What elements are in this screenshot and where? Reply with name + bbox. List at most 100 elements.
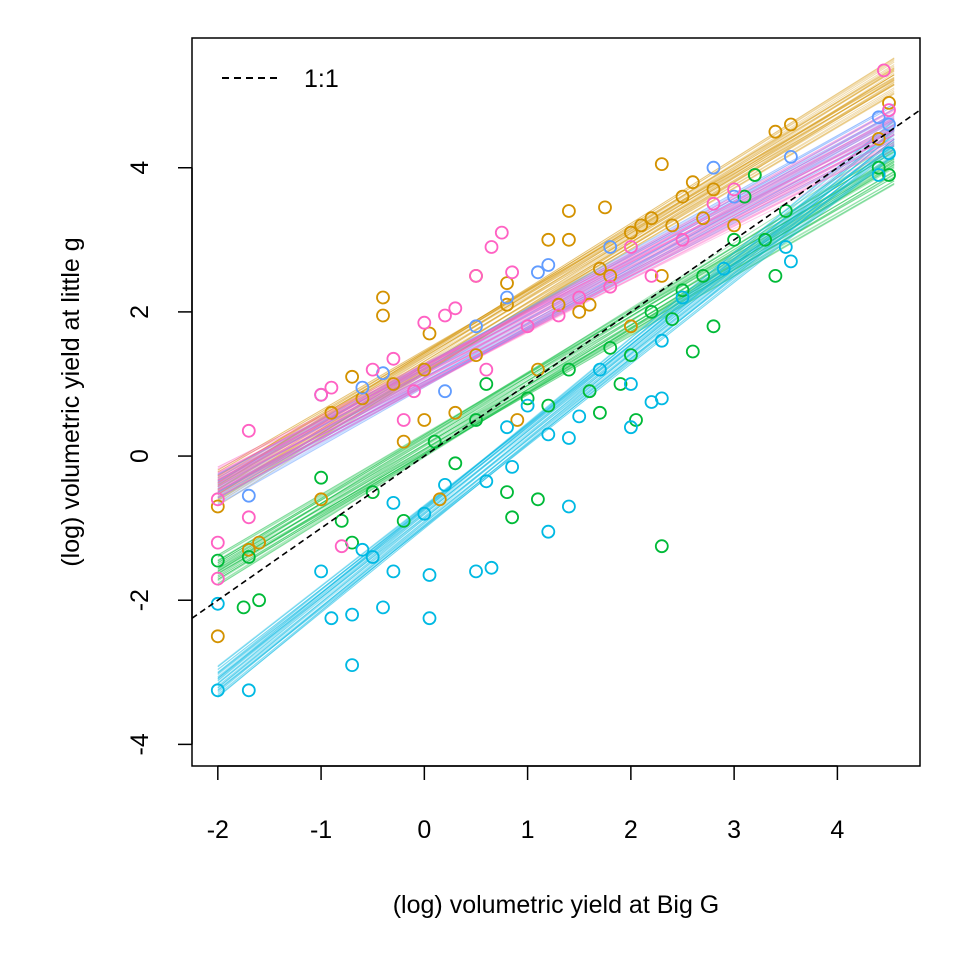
fit-line	[217, 155, 895, 691]
data-point	[624, 420, 638, 435]
fit-line	[217, 121, 895, 487]
fit-line	[217, 78, 895, 493]
data-point	[582, 384, 597, 399]
fit-line	[217, 155, 895, 567]
fit-line	[217, 128, 895, 496]
data-point	[396, 514, 411, 528]
fit-line	[217, 74, 895, 482]
fit-line	[217, 113, 895, 488]
fit-line	[217, 131, 895, 677]
fit-line	[217, 69, 895, 500]
data-point	[665, 218, 680, 233]
fit-line	[217, 171, 895, 575]
fit-line	[217, 114, 895, 478]
fit-line	[217, 160, 895, 584]
fit-line	[217, 122, 895, 684]
data-point	[479, 474, 494, 489]
data-point	[654, 268, 669, 283]
reference-line-layer	[192, 109, 920, 619]
fit-line	[217, 108, 895, 480]
fit-line	[217, 127, 895, 468]
data-point	[603, 340, 618, 355]
x-tick-label: -1	[310, 816, 332, 844]
reference-line	[192, 109, 920, 619]
fit-line	[217, 124, 895, 492]
fit-line	[217, 166, 895, 575]
data-point	[427, 434, 442, 449]
fit-line	[217, 130, 895, 474]
y-tick-label: 2	[126, 305, 154, 319]
fit-line	[217, 132, 895, 495]
x-tick-label: 1	[521, 816, 535, 844]
data-point	[624, 319, 638, 334]
fit-line	[217, 76, 895, 471]
fit-line	[217, 144, 895, 670]
fit-line	[217, 147, 895, 680]
data-point	[422, 326, 437, 341]
fit-line	[217, 129, 895, 487]
data-point	[438, 308, 452, 323]
fit-line	[217, 105, 895, 485]
fit-line	[217, 142, 895, 492]
fit-line	[217, 143, 895, 493]
data-point	[603, 279, 618, 294]
data-point	[768, 124, 783, 139]
fit-line	[217, 138, 895, 687]
data-point	[551, 308, 566, 323]
fit-line	[217, 157, 895, 556]
y-tick-label: -4	[126, 733, 154, 755]
data-point	[386, 351, 401, 366]
fit-line	[217, 74, 895, 507]
fit-line	[217, 143, 895, 491]
data-point	[603, 268, 618, 283]
data-point	[685, 344, 700, 359]
fit-line	[217, 108, 895, 484]
data-point	[438, 477, 452, 492]
data-point	[210, 492, 225, 507]
y-axis: -4 -2 0 2 4	[126, 161, 193, 756]
fit-line	[217, 140, 895, 668]
fit-line	[217, 145, 895, 695]
data-point	[877, 63, 891, 78]
data-point	[882, 96, 896, 110]
fit-line	[217, 115, 895, 476]
data-point	[603, 240, 618, 254]
data-point	[598, 200, 612, 215]
data-point	[241, 550, 256, 564]
fit-line	[217, 134, 895, 473]
fit-line	[217, 133, 895, 490]
data-point	[654, 391, 669, 406]
data-point	[422, 611, 437, 626]
fit-line	[217, 134, 895, 676]
fit-line	[217, 67, 895, 477]
data-point	[376, 290, 390, 305]
data-point	[593, 261, 607, 276]
fit-line	[217, 148, 895, 564]
data-point	[624, 377, 638, 391]
fit-line	[217, 113, 895, 475]
fit-line	[217, 81, 895, 497]
fit-line	[217, 119, 895, 506]
fit-line	[217, 145, 895, 698]
data-point	[500, 290, 514, 305]
fit-line	[217, 126, 895, 468]
fit-line	[217, 182, 895, 572]
data-point	[469, 564, 483, 579]
fit-line	[217, 155, 895, 581]
data-point	[582, 297, 597, 312]
data-point	[882, 146, 896, 161]
data-point	[500, 297, 514, 312]
fit-lines	[217, 57, 895, 698]
data-point	[572, 304, 587, 319]
data-point	[438, 384, 452, 399]
fit-line	[217, 70, 895, 483]
fit-line	[217, 139, 895, 667]
fit-line	[217, 140, 895, 671]
fit-line	[217, 128, 895, 685]
data-point	[727, 218, 741, 233]
fit-line	[217, 129, 895, 500]
data-point	[407, 384, 421, 399]
fit-line	[217, 158, 895, 558]
fit-line	[217, 68, 895, 480]
data-point	[448, 405, 463, 420]
